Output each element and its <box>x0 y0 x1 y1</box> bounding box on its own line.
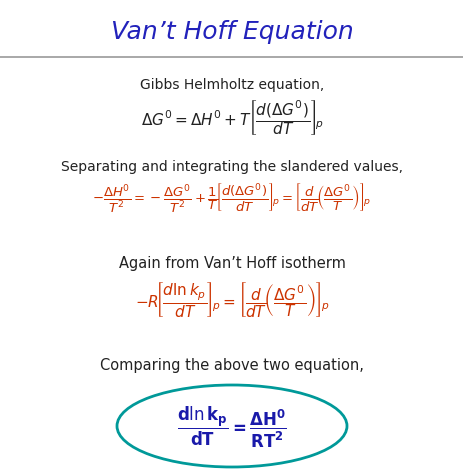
Text: Again from Van’t Hoff isotherm: Again from Van’t Hoff isotherm <box>119 256 344 270</box>
Ellipse shape <box>117 385 346 467</box>
Text: $-\dfrac{\Delta H^0}{T^2} = -\dfrac{\Delta G^0}{T^2} + \dfrac{1}{T}\!\left[\dfra: $-\dfrac{\Delta H^0}{T^2} = -\dfrac{\Del… <box>92 182 371 215</box>
Text: $\Delta G^0 = \Delta H^0 + T\left[\dfrac{d(\Delta G^0)}{dT}\right]_{\!p}$: $\Delta G^0 = \Delta H^0 + T\left[\dfrac… <box>140 98 323 137</box>
Text: $-R\!\left[\dfrac{d\ln k_p}{dT}\right]_{\!p} = \left[\dfrac{d}{dT}\!\left(\dfrac: $-R\!\left[\dfrac{d\ln k_p}{dT}\right]_{… <box>135 279 328 318</box>
Text: Comparing the above two equation,: Comparing the above two equation, <box>100 357 363 372</box>
Text: Gibbs Helmholtz equation,: Gibbs Helmholtz equation, <box>139 78 324 92</box>
Text: Van’t Hoff Equation: Van’t Hoff Equation <box>110 20 353 44</box>
Text: $\mathbf{\dfrac{d\ln k_p}{dT} = \dfrac{\Delta H^0}{RT^2}}$: $\mathbf{\dfrac{d\ln k_p}{dT} = \dfrac{\… <box>177 404 286 448</box>
Text: Separating and integrating the slandered values,: Separating and integrating the slandered… <box>61 159 402 174</box>
